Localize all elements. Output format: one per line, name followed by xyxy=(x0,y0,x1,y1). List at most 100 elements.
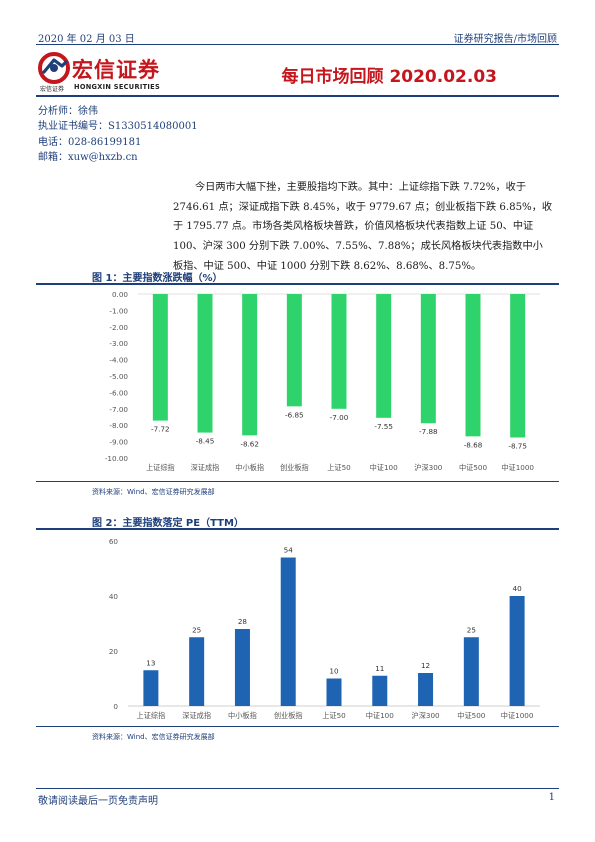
data-label: 40 xyxy=(513,584,523,593)
bar xyxy=(197,294,213,433)
logo-sub-en: HONGXIN SECURITIES xyxy=(74,83,160,91)
paragraph-line: 100、沪深 300 分别下跌 7.00%、7.55%、7.88%；成长风格板块… xyxy=(173,241,543,253)
company-logo: 宏信证券 宏信证券 HONGXIN SECURITIES xyxy=(38,52,168,94)
analyst-email[interactable]: 邮箱：xuw@hxzb.cn xyxy=(38,151,138,163)
bar xyxy=(280,557,296,706)
data-label: -7.72 xyxy=(151,425,170,434)
data-label: -8.45 xyxy=(196,437,215,446)
bar xyxy=(376,294,392,418)
bar xyxy=(418,673,434,706)
x-tick-label: 上证综指 xyxy=(146,463,175,472)
analyst-name: 分析师：徐伟 xyxy=(38,106,98,117)
header-divider xyxy=(36,44,559,46)
analyst-cert: 执业证书编号：S1330514080001 xyxy=(38,121,198,133)
bar xyxy=(286,294,302,407)
x-tick-label: 沪深300 xyxy=(412,711,441,720)
bar xyxy=(242,294,258,436)
x-tick-label: 中证500 xyxy=(457,711,486,720)
x-tick-label: 上证综指 xyxy=(137,711,166,720)
x-tick-label: 中证500 xyxy=(459,463,488,472)
figure2-bottom-rule xyxy=(36,726,559,727)
data-label: -8.68 xyxy=(464,440,483,449)
data-label: -8.75 xyxy=(508,442,527,451)
report-type: 证券研究报告/市场回顾 xyxy=(453,34,557,45)
data-label: -8.62 xyxy=(240,439,259,448)
bar xyxy=(331,294,347,409)
data-label: 10 xyxy=(329,667,339,676)
title-divider xyxy=(36,95,559,97)
x-tick-label: 深证成指 xyxy=(191,463,220,472)
figure1-bottom-rule xyxy=(36,481,559,482)
y-tick-label: -2.00 xyxy=(109,323,128,332)
y-tick-label: -3.00 xyxy=(109,339,128,348)
bar xyxy=(372,675,388,706)
figure2-caption: 图 2：主要指数落定 PE（TTM） xyxy=(92,518,244,529)
x-tick-label: 创业板指 xyxy=(274,711,303,720)
x-tick-label: 中证100 xyxy=(366,711,395,720)
footer-divider xyxy=(36,788,559,789)
data-label: 25 xyxy=(192,625,201,634)
page-number: 1 xyxy=(548,792,555,803)
y-tick-label: -10.00 xyxy=(105,454,129,463)
bar xyxy=(152,294,168,421)
y-tick-label: -8.00 xyxy=(109,421,128,430)
data-label: -7.00 xyxy=(330,413,349,422)
figure2-source: 资料来源：Wind、宏信证券研究发展部 xyxy=(92,733,215,741)
paragraph-line: 板指、中证 500、中证 1000 分别下跌 8.62%、8.68%、8.75%… xyxy=(173,260,482,272)
bar xyxy=(143,670,159,706)
y-tick-label: 60 xyxy=(109,537,119,546)
logo-emblem-icon xyxy=(38,52,70,84)
x-tick-label: 创业板指 xyxy=(280,463,309,472)
y-tick-label: -5.00 xyxy=(109,372,128,381)
figure1-top-rule xyxy=(36,283,559,285)
data-label: 25 xyxy=(467,625,476,634)
x-tick-label: 中小板指 xyxy=(228,711,257,720)
data-label: 11 xyxy=(375,664,384,673)
report-title: 每日市场回顾 2020.02.03 xyxy=(281,67,497,87)
analyst-info: 分析师：徐伟 执业证书编号：S1330514080001 电话：028-8619… xyxy=(38,104,198,165)
index-pe-bar-chart: 60 40 20 0 13 上证综指 25 深证成指 28 中小板指 54 创业板指 10 上证50 11 中… xyxy=(109,537,540,720)
y-tick-label: 0 xyxy=(113,702,118,711)
paragraph-line: 于 1795.77 点。市场各类风格板块普跌，价值风格板块代表指数上证 50、中… xyxy=(173,221,534,233)
paragraph-line: 今日两市大幅下挫，主要股指均下跌。其中：上证综指下跌 7.72%，收于 xyxy=(195,182,527,193)
data-label: -6.85 xyxy=(285,410,304,419)
x-tick-label: 上证50 xyxy=(327,463,351,472)
bar xyxy=(234,629,250,706)
x-tick-label: 中证100 xyxy=(370,463,399,472)
index-change-bar-chart: 0.00 -1.00 -2.00 -3.00 -4.00 -5.00 -6.00 -7.00 -… xyxy=(105,290,540,472)
analyst-phone: 电话：028-86199181 xyxy=(38,136,142,148)
x-tick-label: 沪深300 xyxy=(414,463,443,472)
disclaimer-note: 敬请阅读最后一页免责声明 xyxy=(38,796,158,807)
data-label: 54 xyxy=(284,546,294,555)
figure1-caption: 图 1：主要指数涨跌幅（%） xyxy=(92,273,223,284)
y-tick-label: -4.00 xyxy=(109,356,128,365)
data-label: 13 xyxy=(146,658,155,667)
paragraph-line: 2746.61 点；深证成指下跌 8.45%，收于 9779.67 点；创业板指… xyxy=(173,201,553,213)
y-tick-label: 40 xyxy=(109,592,119,601)
bar xyxy=(463,637,479,706)
bar xyxy=(510,294,526,438)
y-tick-label: -7.00 xyxy=(109,405,128,414)
x-tick-label: 中证1000 xyxy=(501,711,534,720)
figure2-top-rule xyxy=(36,528,559,530)
data-label: 12 xyxy=(421,661,430,670)
data-label: 28 xyxy=(238,617,248,626)
figure1-source: 资料来源：Wind、宏信证券研究发展部 xyxy=(92,488,215,496)
y-tick-label: -9.00 xyxy=(109,438,128,447)
y-tick-label: 0.00 xyxy=(112,290,128,299)
logo-wordmark: 宏信证券 xyxy=(72,58,160,82)
x-tick-label: 中小板指 xyxy=(235,463,264,472)
y-tick-label: -6.00 xyxy=(109,388,128,397)
logo-sub-cn: 宏信证券 xyxy=(40,86,65,93)
bar xyxy=(509,596,525,706)
x-tick-label: 深证成指 xyxy=(182,711,211,720)
bar xyxy=(465,294,481,437)
x-tick-label: 中证1000 xyxy=(501,463,534,472)
data-label: -7.88 xyxy=(419,427,438,436)
y-tick-label: 20 xyxy=(109,647,119,656)
x-tick-label: 上证50 xyxy=(322,711,346,720)
bar xyxy=(189,637,205,706)
market-summary-paragraph: 今日两市大幅下挫，主要股指均下跌。其中：上证综指下跌 7.72%，收于 2746… xyxy=(173,178,559,277)
y-tick-label: -1.00 xyxy=(109,306,128,315)
bar xyxy=(420,294,436,424)
